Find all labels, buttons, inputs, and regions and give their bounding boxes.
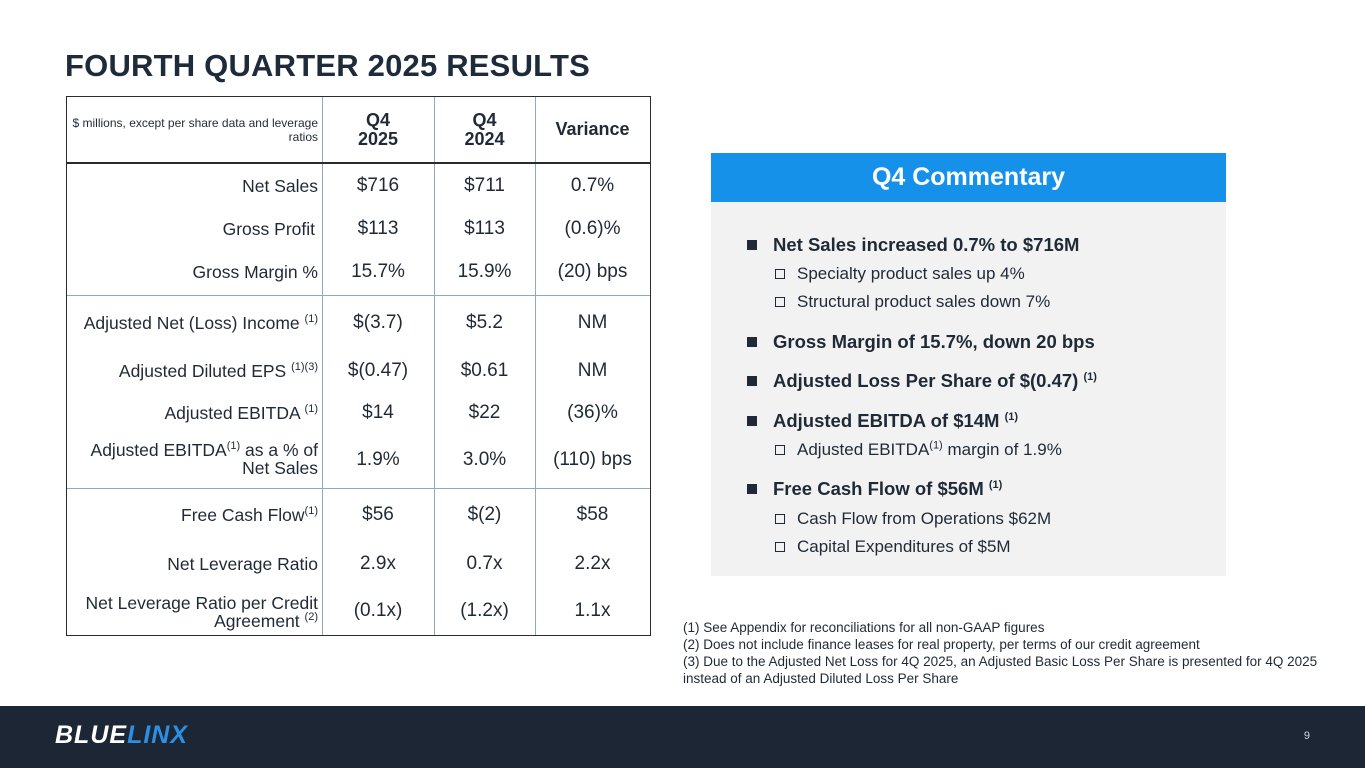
row-label-adjusted-diluted-eps: Adjusted Diluted EPS (1)(3) [118, 361, 318, 381]
header-variance: Variance [555, 119, 630, 139]
cell-value: (20) bps [557, 261, 628, 282]
cell-value: $(2) [467, 504, 502, 525]
cell-value: (36)% [567, 402, 618, 423]
section-divider [67, 488, 650, 489]
results-table: $ millions, except per share data and le… [66, 96, 651, 636]
bullet-box-icon [775, 297, 785, 307]
cell-value: 15.7% [351, 261, 405, 282]
list-sub-item: Adjusted EBITDA(1) margin of 1.9% [775, 440, 1062, 460]
company-logo: BLUELINX [55, 721, 189, 749]
cell-value: $711 [464, 175, 505, 196]
row-label-adjusted-ebitda: Adjusted EBITDA (1) [164, 403, 318, 423]
cell-value: $(3.7) [353, 312, 403, 333]
cell-value: $(0.47) [347, 360, 409, 381]
cell-value: (0.1x) [353, 600, 403, 621]
unit-note: $ millions, except per share data and le… [72, 115, 318, 144]
cell-value: (110) bps [553, 449, 632, 470]
list-sub-item: Capital Expenditures of $5M [775, 537, 1011, 557]
cell-value: NM [577, 312, 608, 333]
page-number: 9 [1303, 730, 1310, 742]
column-divider [434, 97, 435, 635]
footnote: (1) See Appendix for reconciliations for… [683, 620, 1045, 635]
row-label-net-leverage-credit-agreement: Net Leverage Ratio per Credit Agreement (… [85, 593, 318, 631]
cell-value: 1.1x [574, 600, 611, 621]
footnote: instead of an Adjusted Diluted Loss Per … [683, 671, 959, 686]
cell-value: $716 [356, 175, 400, 196]
bullet-box-icon [775, 445, 785, 455]
footnote: (2) Does not include finance leases for … [683, 637, 1200, 652]
list-sub-item: Cash Flow from Operations $62M [775, 509, 1051, 529]
cell-value: 1.9% [356, 449, 400, 470]
list-item: Adjusted Loss Per Share of $(0.47) (1) [747, 370, 1097, 392]
section-divider [67, 295, 650, 296]
header-q4-2024: Q4 2024 [464, 109, 505, 149]
footer-bar: BLUELINX 9 [0, 706, 1365, 768]
cell-value: NM [577, 360, 608, 381]
list-item: Free Cash Flow of $56M (1) [747, 478, 1002, 500]
cell-value: (0.6)% [564, 218, 621, 239]
cell-value: $22 [468, 402, 501, 423]
bullet-box-icon [775, 542, 785, 552]
footnotes: (1) See Appendix for reconciliations for… [683, 619, 1317, 687]
bullet-box-icon [775, 269, 785, 279]
commentary-heading: Q4 Commentary [711, 153, 1226, 202]
cell-value: $113 [464, 218, 505, 239]
list-item: Net Sales increased 0.7% to $716M [747, 234, 1079, 256]
cell-value: $58 [576, 504, 609, 525]
commentary-panel: Q4 Commentary Net Sales increased 0.7% t… [711, 153, 1226, 576]
bullet-square-icon [747, 376, 757, 386]
cell-value: $5.2 [466, 312, 503, 333]
bullet-square-icon [747, 240, 757, 250]
list-item: Adjusted EBITDA of $14M (1) [747, 410, 1018, 432]
row-label-gross-margin: Gross Margin % [192, 262, 318, 282]
row-label-adjusted-ebitda-margin: Adjusted EBITDA(1) as a % of Net Sales [90, 440, 318, 478]
cell-value: (1.2x) [460, 600, 509, 621]
bullet-square-icon [747, 484, 757, 494]
cell-value: $56 [362, 504, 394, 525]
cell-value: 15.9% [457, 261, 512, 282]
header-q4-2025: Q4 2025 [357, 109, 399, 149]
bullet-box-icon [775, 514, 785, 524]
cell-value: 2.9x [360, 553, 396, 574]
cell-value: $14 [362, 402, 394, 423]
bullet-square-icon [747, 337, 757, 347]
row-label-free-cash-flow: Free Cash Flow(1) [181, 505, 318, 525]
cell-value: 0.7% [570, 175, 615, 196]
cell-value: $0.61 [460, 360, 509, 381]
bullet-square-icon [747, 416, 757, 426]
cell-value: $113 [357, 218, 399, 239]
list-sub-item: Specialty product sales up 4% [775, 264, 1025, 284]
cell-value: 2.2x [574, 553, 611, 574]
list-sub-item: Structural product sales down 7% [775, 292, 1050, 312]
column-divider [535, 97, 536, 635]
list-item: Gross Margin of 15.7%, down 20 bps [747, 331, 1095, 353]
row-label-adjusted-net-income: Adjusted Net (Loss) Income (1) [83, 313, 318, 333]
column-divider [322, 97, 323, 635]
row-label-net-sales: Net Sales [242, 176, 318, 196]
page-title: FOURTH QUARTER 2025 RESULTS [65, 48, 590, 83]
row-label-gross-profit: Gross Profit [222, 219, 315, 239]
cell-value: 3.0% [462, 449, 507, 470]
row-label-net-leverage-ratio: Net Leverage Ratio [167, 554, 318, 574]
header-divider [67, 162, 650, 164]
cell-value: 0.7x [466, 553, 503, 574]
footnote: (3) Due to the Adjusted Net Loss for 4Q … [683, 654, 1318, 669]
